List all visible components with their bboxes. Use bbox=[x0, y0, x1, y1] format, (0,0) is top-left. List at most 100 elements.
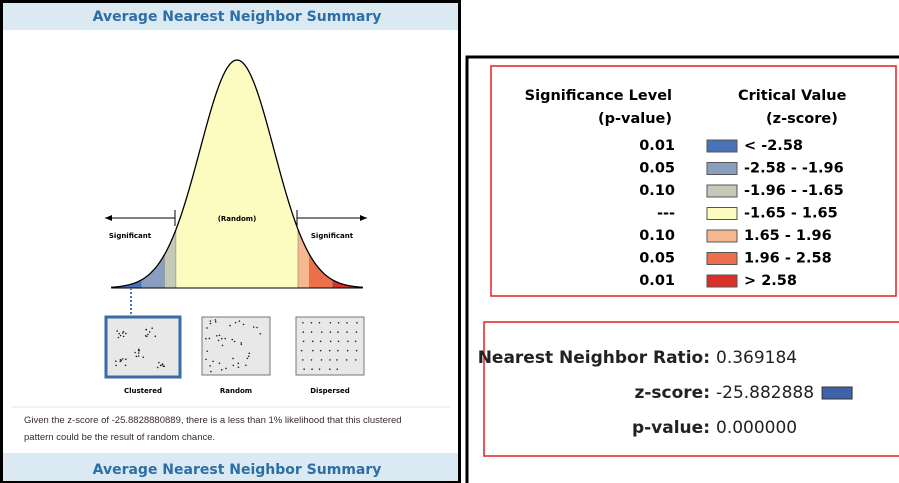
result-label: p-value: bbox=[632, 418, 710, 438]
point bbox=[248, 352, 251, 355]
point bbox=[238, 320, 241, 322]
point bbox=[310, 322, 313, 324]
point bbox=[218, 334, 221, 337]
point bbox=[246, 357, 249, 360]
footer-title: Average Nearest Neighbor Summary bbox=[93, 462, 382, 478]
curve-label: Significant bbox=[311, 232, 354, 240]
point bbox=[224, 337, 227, 340]
point bbox=[221, 344, 224, 347]
point bbox=[346, 322, 348, 324]
point bbox=[318, 368, 321, 371]
point bbox=[233, 340, 236, 343]
p-value: 0.10 bbox=[639, 228, 675, 244]
footer-bar bbox=[3, 453, 458, 481]
point bbox=[319, 340, 322, 343]
point bbox=[310, 331, 313, 333]
pattern-box bbox=[201, 316, 271, 376]
point bbox=[115, 364, 117, 367]
point bbox=[208, 337, 211, 340]
point bbox=[134, 351, 136, 354]
point bbox=[302, 322, 304, 324]
point bbox=[337, 331, 339, 333]
point bbox=[206, 350, 209, 353]
point bbox=[354, 359, 357, 361]
point bbox=[337, 340, 340, 343]
z-range: -1.96 - -1.65 bbox=[744, 183, 844, 199]
point bbox=[121, 332, 124, 334]
point bbox=[151, 327, 153, 329]
point bbox=[212, 360, 214, 363]
p-value: 0.05 bbox=[639, 251, 675, 267]
point bbox=[329, 322, 332, 324]
point bbox=[117, 336, 120, 339]
point bbox=[218, 362, 221, 365]
point bbox=[209, 322, 212, 325]
pattern-label: Random bbox=[220, 387, 252, 395]
point bbox=[312, 349, 314, 352]
point bbox=[318, 322, 321, 324]
point bbox=[328, 349, 331, 352]
point bbox=[125, 332, 127, 335]
swatch bbox=[706, 184, 738, 198]
z-range: 1.65 - 1.96 bbox=[744, 228, 832, 244]
point bbox=[205, 358, 207, 361]
swatch bbox=[706, 274, 738, 288]
point bbox=[121, 358, 124, 360]
point bbox=[209, 365, 211, 367]
point bbox=[302, 359, 304, 361]
point bbox=[242, 323, 245, 326]
point bbox=[220, 337, 223, 340]
result-value: 0.369184 bbox=[716, 348, 797, 368]
point bbox=[319, 349, 322, 352]
point bbox=[300, 349, 303, 352]
point bbox=[119, 334, 122, 337]
point bbox=[329, 368, 331, 371]
point bbox=[148, 331, 151, 333]
point bbox=[346, 331, 348, 333]
point bbox=[336, 368, 339, 371]
point bbox=[114, 360, 117, 363]
p-value: 0.05 bbox=[639, 161, 675, 177]
point bbox=[320, 331, 323, 333]
point bbox=[346, 349, 349, 352]
point bbox=[124, 364, 127, 367]
point bbox=[147, 333, 149, 336]
point bbox=[329, 359, 331, 361]
point bbox=[311, 340, 314, 343]
result-label: z-score: bbox=[634, 383, 710, 403]
point bbox=[347, 340, 349, 343]
result-value: 0.000000 bbox=[716, 418, 797, 438]
point bbox=[137, 349, 140, 352]
point bbox=[156, 366, 159, 369]
point bbox=[217, 339, 220, 342]
pattern-box bbox=[104, 315, 182, 379]
point bbox=[116, 330, 119, 332]
point bbox=[356, 322, 358, 324]
point bbox=[240, 342, 243, 344]
point bbox=[122, 335, 125, 338]
point bbox=[210, 370, 212, 373]
point bbox=[159, 364, 162, 367]
patterns: Clustered Random Dispersed bbox=[104, 315, 365, 395]
point bbox=[336, 359, 338, 361]
point bbox=[205, 337, 207, 340]
swatch bbox=[706, 207, 738, 220]
point bbox=[137, 352, 140, 354]
pattern-box bbox=[295, 316, 365, 376]
point bbox=[302, 331, 305, 333]
point bbox=[122, 330, 125, 333]
p-value: --- bbox=[657, 206, 675, 222]
point bbox=[119, 360, 122, 363]
curve-outline bbox=[111, 59, 363, 288]
point bbox=[142, 356, 145, 359]
curve-label: Significant bbox=[109, 232, 152, 240]
point bbox=[214, 321, 217, 323]
bell-curve bbox=[110, 59, 364, 289]
swatch bbox=[706, 229, 738, 243]
swatch bbox=[706, 252, 738, 265]
point bbox=[220, 369, 223, 371]
z-range: < -2.58 bbox=[744, 138, 803, 154]
zscore-swatch bbox=[821, 386, 853, 400]
point bbox=[209, 320, 212, 322]
